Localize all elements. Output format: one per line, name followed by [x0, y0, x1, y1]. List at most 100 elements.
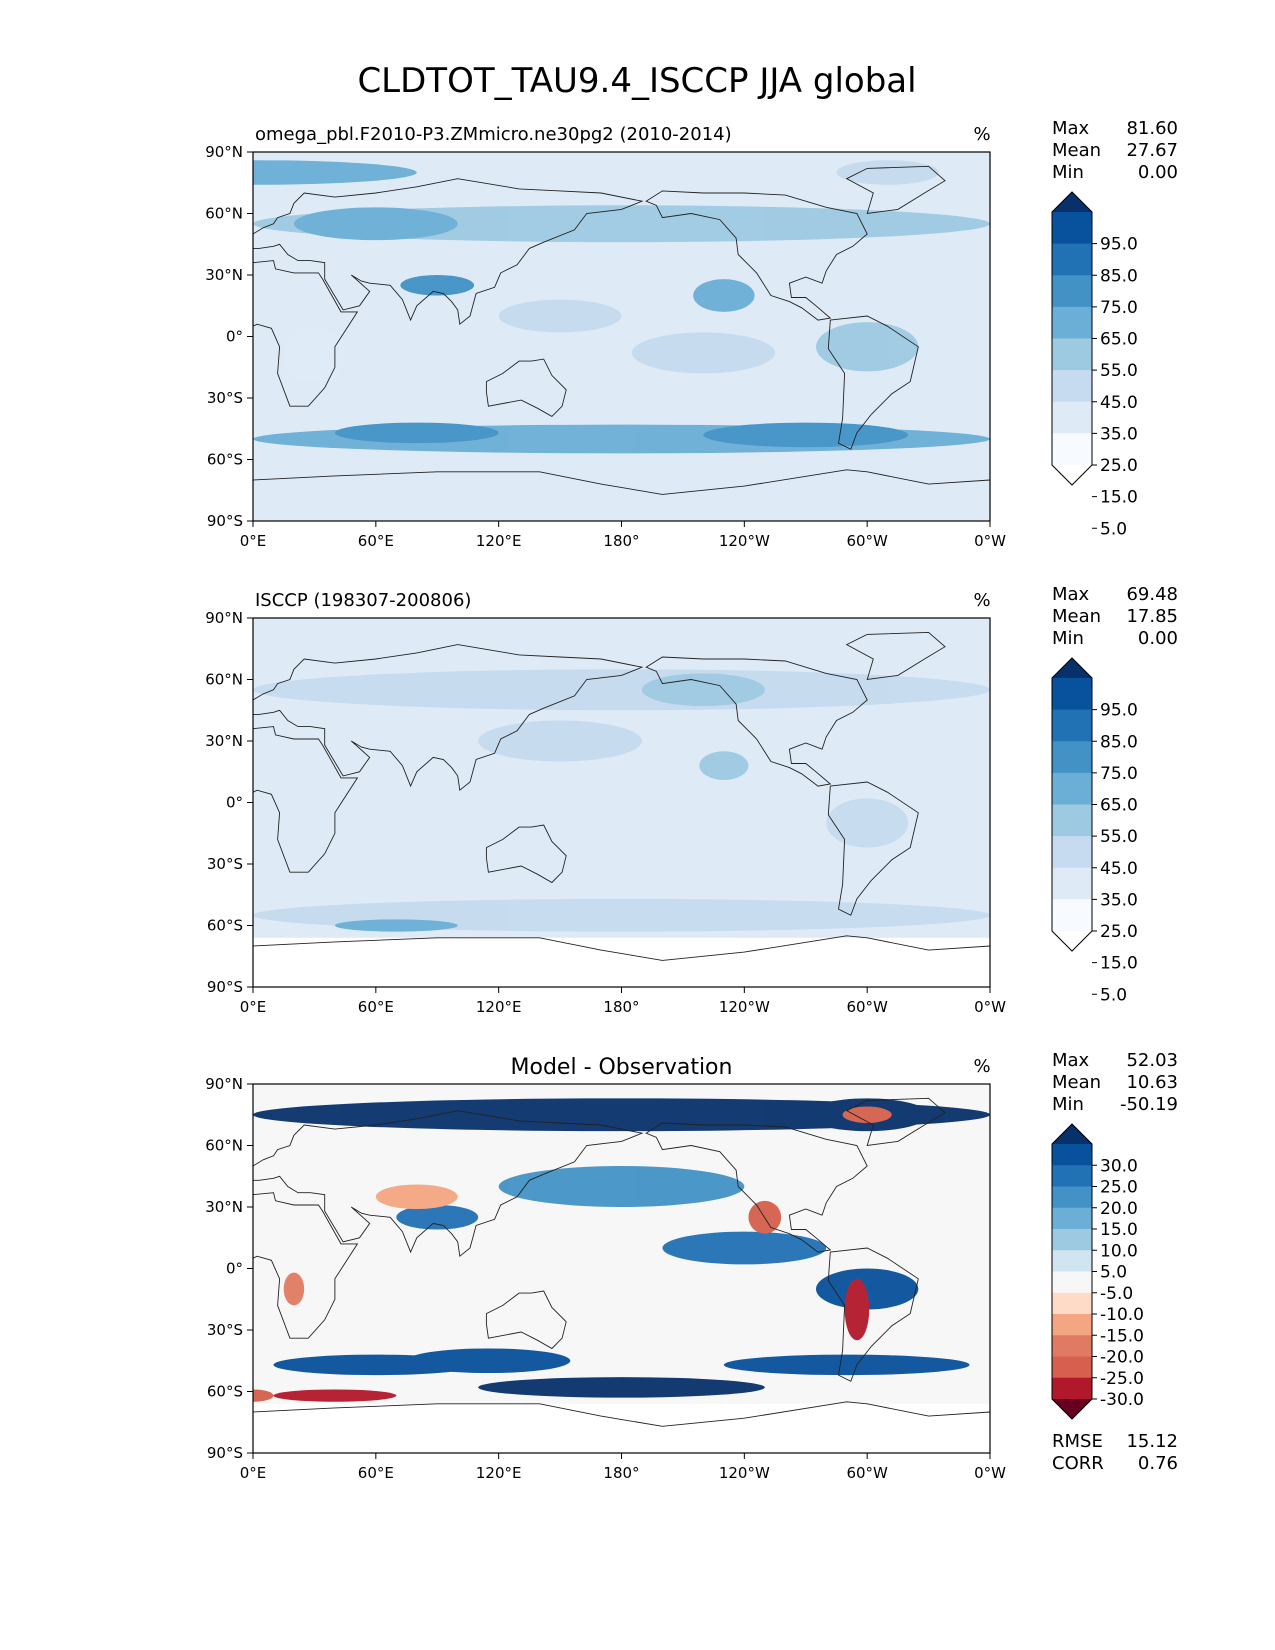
y-tick-label: 0° — [226, 328, 243, 346]
stat-label: Mean — [1052, 140, 1101, 161]
colorbar-level-label: 45.0 — [1100, 859, 1138, 879]
panel-title: omega_pbl.F2010-P3.ZMmicro.ne30pg2 (2010… — [255, 124, 732, 145]
coastline — [645, 656, 868, 787]
stat-value: 69.48 — [1126, 584, 1178, 605]
colorbar-segment — [1052, 338, 1092, 371]
y-tick-label: 30°S — [207, 389, 243, 407]
colorbar-level-label: 65.0 — [1100, 330, 1138, 350]
y-tick-label: 90°S — [207, 1444, 243, 1462]
stat-label: Max — [1052, 584, 1090, 605]
stat-value: 52.03 — [1126, 1050, 1178, 1071]
coastlines — [253, 165, 990, 521]
colorbar-segment — [1052, 804, 1092, 837]
contour-region — [253, 1098, 990, 1132]
colorbar-level-label: 20.0 — [1100, 1199, 1138, 1219]
colorbar-extend-max — [1052, 1124, 1092, 1144]
colorbar-level-label: 25.0 — [1100, 1178, 1138, 1198]
coastline — [485, 358, 567, 417]
x-tick-label: 0°W — [974, 532, 1006, 550]
colorbar-level-label: 5.0 — [1100, 1263, 1127, 1283]
colorbar-segment — [1052, 1314, 1092, 1336]
colorbar-level-label: 25.0 — [1100, 456, 1138, 476]
x-tick-label: 180° — [603, 1464, 639, 1482]
rmse-label: RMSE — [1052, 1431, 1103, 1452]
contour-region — [662, 1231, 827, 1265]
colorbar: 95.0 85.0 75.0 65.0 55.0 45.0 35.0 25.0 15.0 5.0 — [1051, 191, 1138, 539]
colorbar-segment — [1052, 275, 1092, 308]
x-tick-label: 0°E — [240, 998, 267, 1016]
coastline — [253, 1192, 359, 1339]
x-tick-label: 120°E — [476, 1464, 522, 1482]
colorbar-segment — [1052, 401, 1092, 434]
contour-region — [375, 1184, 458, 1210]
y-tick-label: 30°N — [205, 266, 243, 284]
y-tick-label: 30°S — [207, 1321, 243, 1339]
y-tick-label: 60°S — [207, 917, 243, 935]
colorbar-level-label: 15.0 — [1100, 1220, 1138, 1240]
coastline — [827, 781, 919, 916]
y-tick-label: 60°N — [205, 1137, 243, 1155]
coastline — [485, 824, 567, 884]
panel-title: Model - Observation — [511, 1055, 733, 1080]
contour-region — [844, 1278, 870, 1341]
stat-value: 0.00 — [1138, 628, 1178, 649]
contour-region — [498, 1166, 745, 1207]
x-tick-label: 120°W — [719, 1464, 770, 1482]
coastline — [845, 1097, 946, 1147]
coastline — [827, 315, 919, 450]
x-tick-label: 60°W — [846, 1464, 888, 1482]
contour-region — [815, 1268, 919, 1310]
y-tick-label: 60°S — [207, 1383, 243, 1401]
colorbar-level-label: 95.0 — [1100, 235, 1138, 255]
colorbar-segment — [1052, 212, 1092, 245]
colorbar-extend-min — [1052, 1399, 1092, 1419]
stat-value: -50.19 — [1120, 1094, 1178, 1115]
colorbar-extend-min — [1052, 931, 1092, 951]
contour-region — [283, 1272, 305, 1306]
map-panel-model: 0°E 60°E 120°E 180° 120°W 60°W 0°W 90°N 60°N 30°N… — [205, 118, 1178, 550]
colorbar-extend-max — [1052, 192, 1092, 212]
colorbar-segment — [1052, 1144, 1092, 1166]
units-label: % — [973, 124, 990, 145]
coastline — [845, 165, 946, 215]
y-tick-label: 90°S — [207, 512, 243, 530]
coastline — [645, 1122, 868, 1253]
contour-region — [693, 279, 755, 312]
y-tick-label: 60°S — [207, 451, 243, 469]
colorbar-segment — [1052, 741, 1092, 774]
colorbar-level-label: 55.0 — [1100, 361, 1138, 381]
colorbar-level-label: 25.0 — [1100, 922, 1138, 942]
stat-label: Min — [1052, 1094, 1084, 1115]
colorbar-segment — [1052, 1165, 1092, 1187]
stat-label: Min — [1052, 628, 1084, 649]
panel-title: ISCCP (198307-200806) — [255, 590, 471, 611]
y-tick-label: 30°N — [205, 732, 243, 750]
colorbar-level-label: 85.0 — [1100, 266, 1138, 286]
colorbar-level-label: 5.0 — [1100, 985, 1127, 1005]
y-tick-label: 30°S — [207, 855, 243, 873]
contour-region — [478, 1377, 765, 1398]
coastline — [253, 178, 644, 326]
coastline — [253, 1401, 990, 1453]
figure-title: CLDTOT_TAU9.4_ISCCP JJA global — [357, 61, 916, 101]
contour-field — [253, 152, 990, 521]
coastline — [485, 1290, 567, 1350]
colorbar-level-label: 35.0 — [1100, 890, 1138, 910]
stat-label: Max — [1052, 1050, 1090, 1071]
contour-region — [842, 1106, 892, 1123]
colorbar-level-label: 10.0 — [1100, 1241, 1138, 1261]
map-panel-obs: 0°E 60°E 120°E 180° 120°W 60°W 0°W 90°N 60°N 30°N… — [205, 584, 1178, 1016]
colorbar-level-label: -20.0 — [1100, 1348, 1144, 1368]
y-tick-label: 0° — [226, 1260, 243, 1278]
map-panel-diff: 0°E 60°E 120°E 180° 120°W 60°W 0°W 90°N 60°N 30°N… — [205, 1050, 1178, 1482]
x-tick-label: 60°W — [846, 532, 888, 550]
y-tick-label: 90°N — [205, 609, 243, 627]
contour-region — [836, 160, 939, 185]
x-tick-label: 60°W — [846, 998, 888, 1016]
coastline — [645, 190, 868, 321]
y-tick-label: 0° — [226, 794, 243, 812]
colorbar-level-label: 95.0 — [1100, 701, 1138, 721]
contour-region — [406, 1348, 571, 1374]
x-tick-label: 120°E — [476, 532, 522, 550]
stat-value: 81.60 — [1126, 118, 1178, 139]
